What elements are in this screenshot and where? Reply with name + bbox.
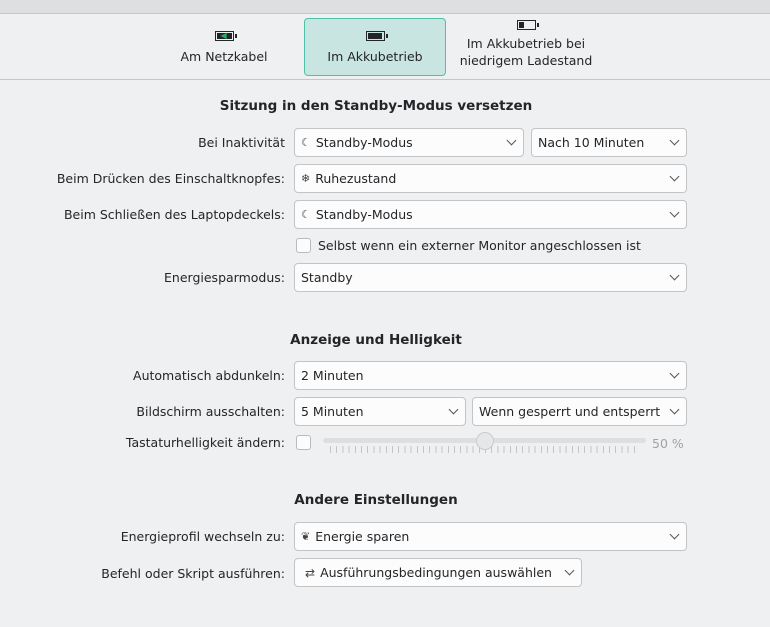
tab-label: Im Akkubetrieb — [327, 48, 423, 64]
chevron-down-icon — [669, 368, 680, 379]
leaf-icon: ❦ — [301, 530, 311, 543]
combo-value: Standby-Modus — [315, 135, 413, 150]
kbd-brightness-value: 50 % — [652, 436, 684, 451]
external-monitor-checkbox[interactable] — [296, 238, 311, 253]
profile-tab-bar: ◀ Am Netzkabel Im Akkubetrieb Im Akkubet… — [0, 14, 770, 80]
hibernate-icon: ❄ — [301, 172, 311, 185]
combo-value: Standby-Modus — [315, 207, 413, 222]
window-top-strip — [0, 0, 770, 14]
power-button-combo[interactable]: ❄ Ruhezustand — [294, 164, 687, 193]
kbd-brightness-label: Tastaturhelligkeit ändern: — [125, 435, 285, 450]
tab-label: Am Netzkabel — [180, 48, 268, 64]
combo-value: Wenn gesperrt und entsperrt — [479, 404, 661, 419]
tab-label: Im Akkubetrieb bei niedrigem Ladestand — [459, 36, 593, 68]
script-conditions-button[interactable]: ⇄ Ausführungsbedingungen auswählen — [294, 558, 582, 587]
lid-label: Beim Schließen des Laptopdeckels: — [63, 207, 285, 222]
combo-value: Standby — [301, 270, 353, 285]
combo-value: 5 Minuten — [301, 404, 364, 419]
sliders-icon: ⇄ — [305, 565, 316, 580]
chevron-down-icon — [669, 404, 680, 415]
combo-value: Nach 10 Minuten — [538, 135, 645, 150]
screen-off-combo[interactable]: 5 Minuten — [294, 397, 466, 426]
moon-sleep-icon: ☾ — [301, 208, 311, 221]
sleep-mode-combo[interactable]: Standby — [294, 263, 687, 292]
lid-action-combo[interactable]: ☾ Standby-Modus — [294, 200, 687, 229]
script-label: Befehl oder Skript ausführen: — [101, 566, 285, 581]
inactivity-delay-combo[interactable]: Nach 10 Minuten — [531, 128, 687, 157]
chevron-down-icon — [669, 270, 680, 281]
tab-am-netzkabel[interactable]: ◀ Am Netzkabel — [157, 18, 291, 76]
tab-niedriger-ladestand[interactable]: Im Akkubetrieb bei niedrigem Ladestand — [452, 18, 600, 76]
moon-sleep-icon: ☾ — [301, 136, 311, 149]
chevron-down-icon — [669, 207, 680, 218]
button-label: Ausführungsbedingungen auswählen — [320, 565, 552, 580]
power-button-label: Beim Drücken des Einschaltknopfes: — [56, 171, 285, 186]
section-heading-display: Anzeige und Helligkeit — [290, 332, 462, 348]
inactivity-action-combo[interactable]: ☾ Standby-Modus — [294, 128, 524, 157]
combo-value: Energie sparen — [315, 529, 410, 544]
battery-low-icon — [516, 20, 539, 30]
external-monitor-label: Selbst wenn ein externer Monitor angesch… — [318, 238, 641, 253]
battery-full-icon — [365, 30, 388, 41]
kbd-brightness-checkbox[interactable] — [296, 435, 311, 450]
section-heading-suspend: Sitzung in den Standby-Modus versetzen — [219, 98, 533, 114]
profile-label: Energieprofil wechseln zu: — [120, 529, 285, 544]
tab-im-akkubetrieb[interactable]: Im Akkubetrieb — [304, 18, 446, 76]
slider-handle[interactable] — [475, 432, 494, 450]
dim-combo[interactable]: 2 Minuten — [294, 361, 687, 390]
chevron-down-icon — [448, 404, 459, 415]
chevron-down-icon — [506, 135, 517, 146]
combo-value: 2 Minuten — [301, 368, 364, 383]
profile-combo[interactable]: ❦ Energie sparen — [294, 522, 687, 551]
combo-value: Ruhezustand — [315, 171, 397, 186]
chevron-down-icon — [669, 529, 680, 540]
chevron-down-icon — [669, 135, 680, 146]
section-heading-other: Andere Einstellungen — [294, 492, 458, 508]
chevron-down-icon — [564, 565, 575, 576]
screen-off-when-combo[interactable]: Wenn gesperrt und entsperrt — [472, 397, 687, 426]
screen-off-label: Bildschirm ausschalten: — [136, 404, 285, 419]
sleep-mode-label: Energiesparmodus: — [164, 270, 285, 285]
chevron-down-icon — [669, 171, 680, 182]
dim-label: Automatisch abdunkeln: — [133, 368, 285, 383]
battery-charging-icon: ◀ — [214, 30, 237, 41]
inactivity-label: Bei Inaktivität — [198, 135, 285, 150]
